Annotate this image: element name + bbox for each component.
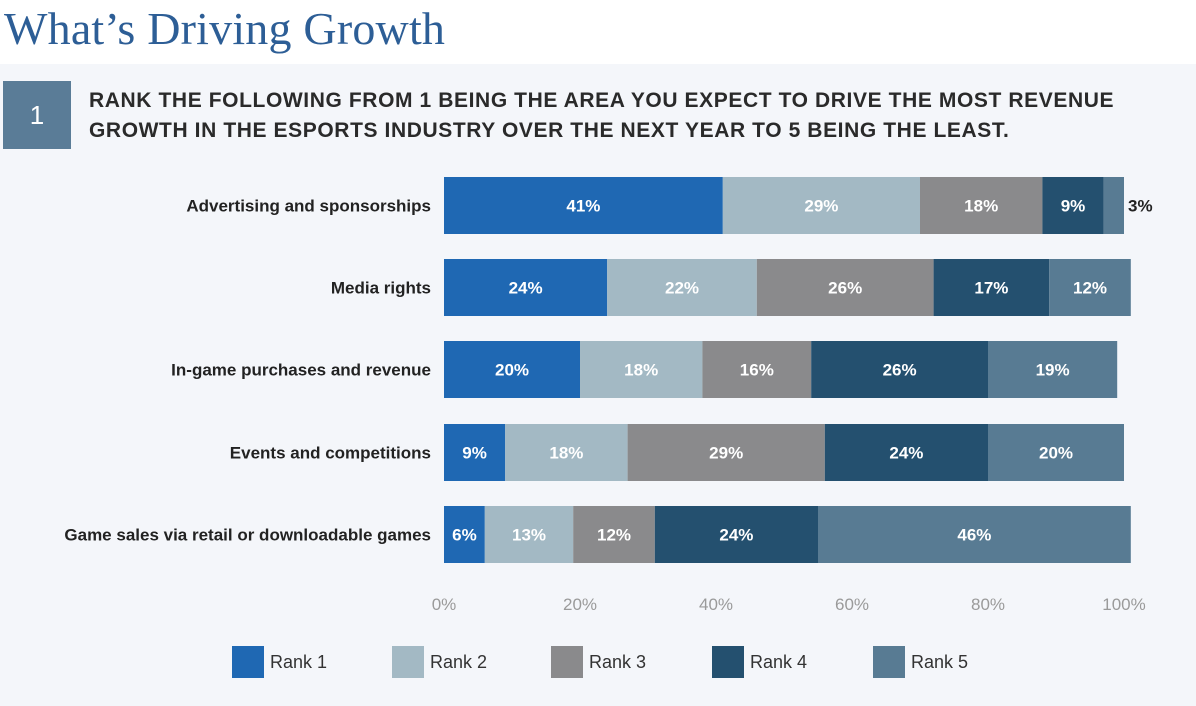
x-tick-label: 40% (699, 595, 733, 614)
legend-label: Rank 4 (750, 651, 808, 672)
data-label-game-sales-via-retail-or-downloadable-games-rank-5: 46% (957, 526, 991, 545)
legend-item-rank-1: Rank 1 (232, 646, 327, 678)
bar-game-sales-via-retail-or-downloadable-games-rank-2 (484, 506, 574, 563)
data-label-events-and-competitions-rank-3: 29% (709, 444, 743, 463)
stacked-bar-chart: Advertising and sponsorships 41% 29% 18% 9% 3… (64, 177, 1153, 614)
bar-advertising-and-sponsorships-rank-4 (1042, 177, 1104, 234)
data-label-events-and-competitions-rank-1: 9% (462, 444, 487, 463)
legend-label: Rank 2 (430, 651, 488, 672)
data-label-advertising-and-sponsorships-rank-1: 41% (566, 197, 600, 216)
bar-game-sales-via-retail-or-downloadable-games-rank-1 (444, 506, 485, 563)
data-label-in-game-purchases-and-revenue-rank-4: 26% (883, 361, 917, 380)
bar-in-game-purchases-and-revenue-rank-2 (580, 341, 703, 398)
data-label-media-rights-rank-3: 26% (828, 279, 862, 298)
bar-media-rights-rank-3 (756, 259, 934, 316)
data-label-events-and-competitions-rank-4: 24% (889, 444, 923, 463)
x-tick-label: 100% (1102, 595, 1145, 614)
bar-advertising-and-sponsorships-rank-5 (1103, 177, 1124, 234)
category-label-advertising-and-sponsorships: Advertising and sponsorships (186, 197, 431, 216)
bar-in-game-purchases-and-revenue-rank-1 (444, 341, 580, 398)
data-label-game-sales-via-retail-or-downloadable-games-rank-4: 24% (719, 526, 753, 545)
legend-label: Rank 3 (589, 651, 647, 672)
legend-swatch (232, 646, 264, 678)
bar-in-game-purchases-and-revenue-rank-3 (702, 341, 812, 398)
x-tick-label: 60% (835, 595, 869, 614)
bar-events-and-competitions-rank-5 (988, 424, 1124, 481)
data-label-media-rights-rank-5: 12% (1073, 279, 1107, 298)
bar-events-and-competitions-rank-1 (444, 424, 506, 481)
data-label-game-sales-via-retail-or-downloadable-games-rank-1: 6% (452, 526, 477, 545)
bar-game-sales-via-retail-or-downloadable-games-rank-3 (573, 506, 655, 563)
data-label-media-rights-rank-4: 17% (974, 279, 1008, 298)
category-label-game-sales-via-retail-or-downloadable-games: Game sales via retail or downloadable ga… (64, 526, 431, 545)
x-tick-label: 20% (563, 595, 597, 614)
bar-events-and-competitions-rank-2 (505, 424, 628, 481)
bar-game-sales-via-retail-or-downloadable-games-rank-5 (818, 506, 1131, 563)
data-label-in-game-purchases-and-revenue-rank-5: 19% (1036, 361, 1070, 380)
question-text: RANK THE FOLLOWING FROM 1 BEING THE AREA… (89, 89, 1115, 142)
bar-media-rights-rank-4 (933, 259, 1050, 316)
bar-advertising-and-sponsorships-rank-3 (920, 177, 1043, 234)
bar-events-and-competitions-rank-4 (824, 424, 988, 481)
data-label-media-rights-rank-2: 22% (665, 279, 699, 298)
data-label-advertising-and-sponsorships-rank-4: 9% (1061, 197, 1086, 216)
bar-media-rights-rank-2 (607, 259, 757, 316)
data-label-game-sales-via-retail-or-downloadable-games-rank-3: 12% (597, 526, 631, 545)
legend-item-rank-5: Rank 5 (873, 646, 968, 678)
data-label-advertising-and-sponsorships-rank-3: 18% (964, 197, 998, 216)
data-label-events-and-competitions-rank-5: 20% (1039, 444, 1073, 463)
data-label-advertising-and-sponsorships-rank-5: 3% (1128, 197, 1153, 216)
category-label-in-game-purchases-and-revenue: In-game purchases and revenue (171, 361, 431, 380)
legend-label: Rank 1 (270, 651, 328, 672)
data-label-in-game-purchases-and-revenue-rank-3: 16% (740, 361, 774, 380)
bar-advertising-and-sponsorships-rank-2 (722, 177, 920, 234)
bar-media-rights-rank-1 (444, 259, 608, 316)
bar-game-sales-via-retail-or-downloadable-games-rank-4 (654, 506, 818, 563)
data-label-media-rights-rank-1: 24% (509, 279, 543, 298)
legend-swatch (873, 646, 905, 678)
legend-item-rank-2: Rank 2 (392, 646, 487, 678)
legend-label: Rank 5 (911, 651, 969, 672)
legend-swatch (551, 646, 583, 678)
x-tick-label: 0% (432, 595, 457, 614)
data-label-game-sales-via-retail-or-downloadable-games-rank-2: 13% (512, 526, 546, 545)
bar-media-rights-rank-5 (1049, 259, 1131, 316)
x-tick-label: 80% (971, 595, 1005, 614)
data-label-in-game-purchases-and-revenue-rank-1: 20% (495, 361, 529, 380)
bar-advertising-and-sponsorships-rank-1 (444, 177, 723, 234)
question-number-badge: 1 (3, 81, 71, 149)
category-label-media-rights: Media rights (331, 279, 431, 298)
data-label-in-game-purchases-and-revenue-rank-2: 18% (624, 361, 658, 380)
category-label-events-and-competitions: Events and competitions (230, 444, 431, 463)
legend-swatch (712, 646, 744, 678)
bar-in-game-purchases-and-revenue-rank-4 (811, 341, 988, 398)
legend-item-rank-4: Rank 4 (712, 646, 807, 678)
data-label-events-and-competitions-rank-2: 18% (549, 444, 583, 463)
bar-events-and-competitions-rank-3 (627, 424, 825, 481)
legend-item-rank-3: Rank 3 (551, 646, 646, 678)
legend-swatch (392, 646, 424, 678)
chart-legend: Rank 1 Rank 2 Rank 3 Rank 4 Rank 5 (0, 646, 1196, 678)
bar-in-game-purchases-and-revenue-rank-5 (988, 341, 1118, 398)
data-label-advertising-and-sponsorships-rank-2: 29% (804, 197, 838, 216)
page-title: What’s Driving Growth (4, 3, 446, 54)
